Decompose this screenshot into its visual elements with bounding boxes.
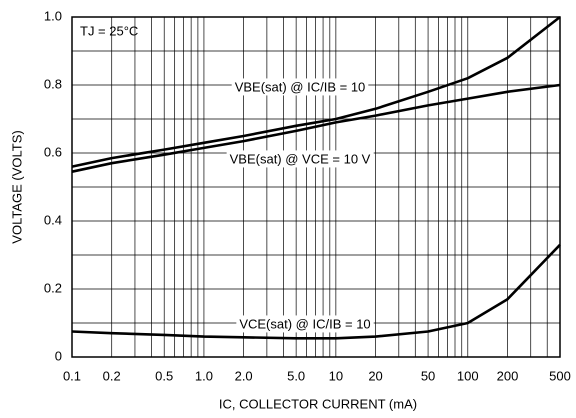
label-background — [231, 78, 369, 96]
x-tick-label: 2.0 — [235, 368, 253, 383]
x-tick-label: 20 — [368, 368, 382, 383]
plot-frame — [71, 16, 561, 358]
x-tick-label: 0.5 — [155, 368, 173, 383]
x-tick-label: 1.0 — [195, 368, 213, 383]
series-label: VCE(sat) @ IC/IB = 10 — [239, 316, 370, 331]
y-tick-label: 1.0 — [44, 8, 62, 23]
series-label: VBE(sat) @ VCE = 10 V — [230, 151, 371, 166]
y-tick-label: 0.6 — [44, 144, 62, 159]
series-label: VBE(sat) @ IC/IB = 10 — [235, 79, 366, 94]
x-tick-label: 200 — [497, 368, 519, 383]
label-background — [226, 150, 374, 168]
x-tick-label: 5.0 — [287, 368, 305, 383]
x-tick-label: 100 — [457, 368, 479, 383]
x-tick-label: 10 — [329, 368, 343, 383]
x-axis-title: IC, COLLECTOR CURRENT (mA) — [219, 396, 417, 411]
annotation: TJ = 25°C — [80, 23, 138, 38]
x-tick-label: 50 — [421, 368, 435, 383]
x-tick-label: 500 — [549, 368, 571, 383]
y-tick-label: 0.2 — [44, 280, 62, 295]
label-background — [236, 315, 374, 333]
x-tick-label: 0.1 — [63, 368, 81, 383]
y-tick-label: 0 — [55, 348, 62, 363]
y-axis-title: VOLTAGE (VOLTS) — [9, 130, 24, 243]
y-tick-label: 0.8 — [44, 76, 62, 91]
y-tick-label: 0.4 — [44, 212, 62, 227]
curve — [71, 243, 561, 340]
curve — [71, 15, 561, 168]
x-tick-label: 0.2 — [103, 368, 121, 383]
curve — [71, 83, 561, 173]
